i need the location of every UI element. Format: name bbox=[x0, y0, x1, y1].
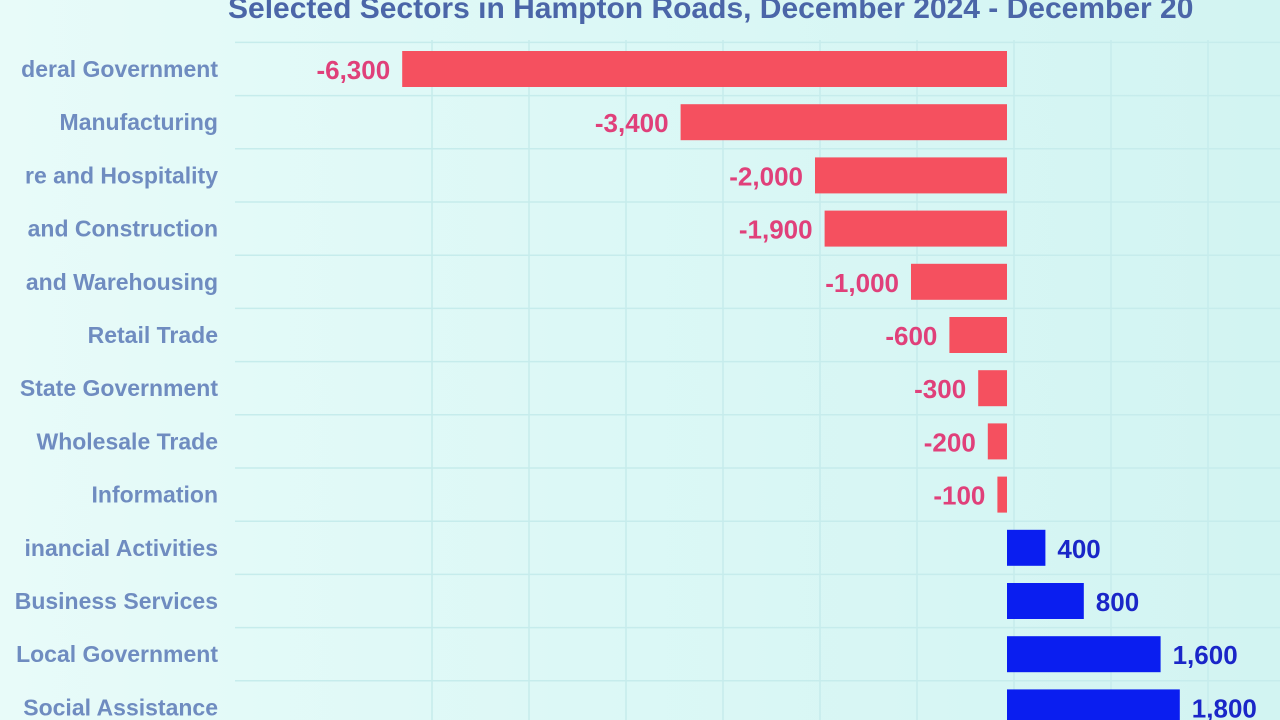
bar bbox=[815, 157, 1007, 194]
bar bbox=[978, 370, 1007, 407]
data-label: -100 bbox=[933, 481, 985, 511]
category-label: re and Hospitality bbox=[25, 162, 218, 188]
data-label: 400 bbox=[1057, 534, 1100, 564]
data-label: -6,300 bbox=[316, 55, 390, 85]
data-label: -300 bbox=[914, 374, 966, 404]
data-label: -1,900 bbox=[739, 215, 813, 245]
bar bbox=[949, 317, 1007, 353]
bar bbox=[680, 104, 1007, 141]
category-label: Business Services bbox=[15, 588, 218, 614]
category-label: State Government bbox=[20, 375, 218, 401]
bar bbox=[824, 210, 1007, 247]
data-label: -600 bbox=[885, 321, 937, 351]
category-label: Retail Trade bbox=[88, 322, 218, 348]
data-label: 1,600 bbox=[1173, 640, 1238, 670]
chart-title: Selected Sectors in Hampton Roads, Decem… bbox=[228, 0, 1194, 25]
bar bbox=[1007, 689, 1180, 720]
data-label: -3,400 bbox=[595, 108, 669, 138]
bar bbox=[1007, 636, 1161, 673]
bar bbox=[1007, 529, 1046, 566]
data-label: 800 bbox=[1096, 587, 1139, 617]
bar bbox=[911, 263, 1007, 300]
bar bbox=[402, 51, 1007, 87]
data-label: 1,800 bbox=[1192, 693, 1257, 720]
data-label: -2,000 bbox=[729, 161, 803, 191]
bar bbox=[987, 423, 1007, 460]
bar bbox=[997, 476, 1007, 513]
category-label: Manufacturing bbox=[60, 109, 218, 135]
category-label: Local Government bbox=[16, 641, 218, 667]
category-label: and Construction bbox=[28, 216, 218, 242]
data-label: -200 bbox=[924, 427, 976, 457]
category-label: Social Assistance bbox=[23, 694, 218, 720]
category-label: Wholesale Trade bbox=[36, 428, 218, 454]
category-label: deral Government bbox=[21, 56, 218, 82]
category-label: and Warehousing bbox=[26, 269, 218, 295]
category-label: inancial Activities bbox=[25, 535, 218, 561]
bar bbox=[1007, 583, 1084, 619]
category-label: Information bbox=[92, 482, 219, 508]
data-label: -1,000 bbox=[825, 268, 899, 298]
